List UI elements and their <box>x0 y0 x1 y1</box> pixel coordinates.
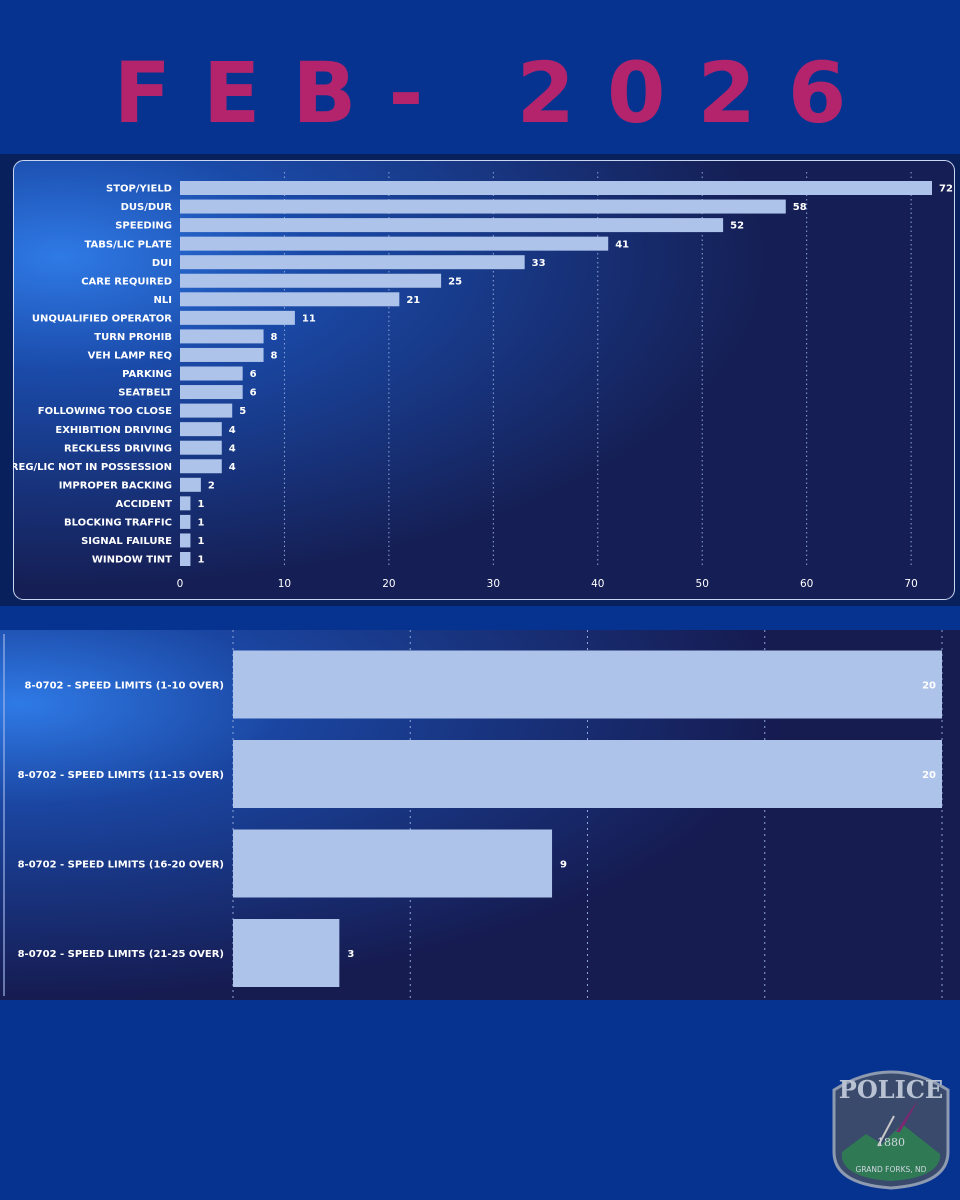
x-tick-label: 50 <box>696 578 709 590</box>
data-label: 1 <box>197 499 204 510</box>
bar <box>180 403 233 418</box>
bar <box>180 273 442 288</box>
x-tick-label: 40 <box>591 578 604 590</box>
x-tick-label: 60 <box>800 578 813 590</box>
data-label: 41 <box>615 239 629 250</box>
bar <box>180 533 191 548</box>
data-label: 11 <box>302 313 316 324</box>
speeding-chart: 8-0702 - SPEED LIMITS (1-10 OVER) 20 8-070… <box>0 630 960 1000</box>
bar <box>180 236 609 251</box>
category-label: REG/LIC NOT IN POSSESSION <box>13 462 172 473</box>
category-label: TURN PROHIB <box>94 332 172 343</box>
data-label: 4 <box>229 443 236 454</box>
bar <box>180 385 243 400</box>
bar <box>233 740 942 808</box>
category-label: NLI <box>154 295 172 306</box>
x-tick-label: 10 <box>278 578 291 590</box>
bar <box>180 329 264 344</box>
category-label: SIGNAL FAILURE <box>81 536 172 547</box>
chart-frame <box>13 160 955 600</box>
bar <box>180 514 191 529</box>
x-tick-label: 30 <box>487 578 500 590</box>
data-label: 5 <box>239 406 246 417</box>
category-label: SPEEDING <box>115 221 172 232</box>
bar <box>180 181 932 195</box>
category-label: EXHIBITION DRIVING <box>55 425 172 436</box>
x-tick-label: 70 <box>904 578 917 590</box>
bar <box>180 366 243 381</box>
data-label: 25 <box>448 276 462 287</box>
category-label: 8-0702 - SPEED LIMITS (16-20 OVER) <box>18 860 224 871</box>
data-label: 1 <box>197 518 204 529</box>
data-label: 1 <box>197 555 204 566</box>
bar <box>180 255 525 270</box>
data-label: 8 <box>271 332 278 343</box>
police-badge-logo: POLICE 1880 GRAND FORKS, ND <box>832 1070 950 1190</box>
category-label: UNQUALIFIED OPERATOR <box>32 313 172 324</box>
badge-year: 1880 <box>877 1136 905 1149</box>
data-label: 6 <box>250 369 257 380</box>
feather-icon <box>896 1100 918 1132</box>
data-label: 9 <box>560 860 567 871</box>
bar <box>180 310 295 325</box>
page-title: FEB- 2026 <box>113 44 879 142</box>
bar <box>180 199 786 214</box>
category-label: DUI <box>152 258 172 269</box>
bar <box>233 829 553 898</box>
category-label: FOLLOWING TOO CLOSE <box>38 406 172 417</box>
category-label: ACCIDENT <box>116 499 173 510</box>
bar <box>180 218 724 233</box>
category-label: STOP/YIELD <box>106 184 172 195</box>
category-label: VEH LAMP REQ <box>88 351 172 362</box>
data-label: 4 <box>229 462 236 473</box>
data-label: 1 <box>197 536 204 547</box>
bar <box>180 292 400 307</box>
bar <box>180 440 222 455</box>
data-label: 4 <box>229 425 236 436</box>
data-label: 21 <box>406 295 420 306</box>
category-label: 8-0702 - SPEED LIMITS (1-10 OVER) <box>25 681 224 692</box>
bar <box>180 459 222 474</box>
category-label: IMPROPER BACKING <box>59 480 172 491</box>
category-label: WINDOW TINT <box>92 555 172 566</box>
bar <box>233 919 340 987</box>
data-label: 20 <box>922 770 936 781</box>
data-label: 20 <box>922 681 936 692</box>
category-label: BLOCKING TRAFFIC <box>64 518 172 529</box>
category-label: TABS/LIC PLATE <box>85 239 173 250</box>
category-label: PARKING <box>122 369 172 380</box>
data-label: 72 <box>939 184 953 195</box>
category-label: CARE REQUIRED <box>81 276 172 287</box>
category-label: 8-0702 - SPEED LIMITS (21-25 OVER) <box>18 949 224 960</box>
x-tick-label: 20 <box>382 578 395 590</box>
bar <box>180 422 222 437</box>
category-label: DUS/DUR <box>121 202 173 213</box>
badge-location: GRAND FORKS, ND <box>856 1165 927 1174</box>
bar <box>180 347 264 362</box>
bar <box>233 650 942 719</box>
bar <box>180 496 191 511</box>
x-tick-label: 0 <box>177 578 184 590</box>
data-label: 2 <box>208 480 215 491</box>
data-label: 8 <box>271 351 278 362</box>
bar <box>180 477 201 492</box>
data-label: 33 <box>532 258 546 269</box>
data-label: 3 <box>347 949 354 960</box>
data-label: 52 <box>730 221 744 232</box>
category-label: SEATBELT <box>118 388 172 399</box>
bar <box>180 552 191 566</box>
category-label: 8-0702 - SPEED LIMITS (11-15 OVER) <box>18 770 224 781</box>
badge-text: POLICE <box>839 1075 943 1104</box>
category-label: RECKLESS DRIVING <box>64 443 172 454</box>
data-label: 6 <box>250 388 257 399</box>
data-label: 58 <box>793 202 807 213</box>
